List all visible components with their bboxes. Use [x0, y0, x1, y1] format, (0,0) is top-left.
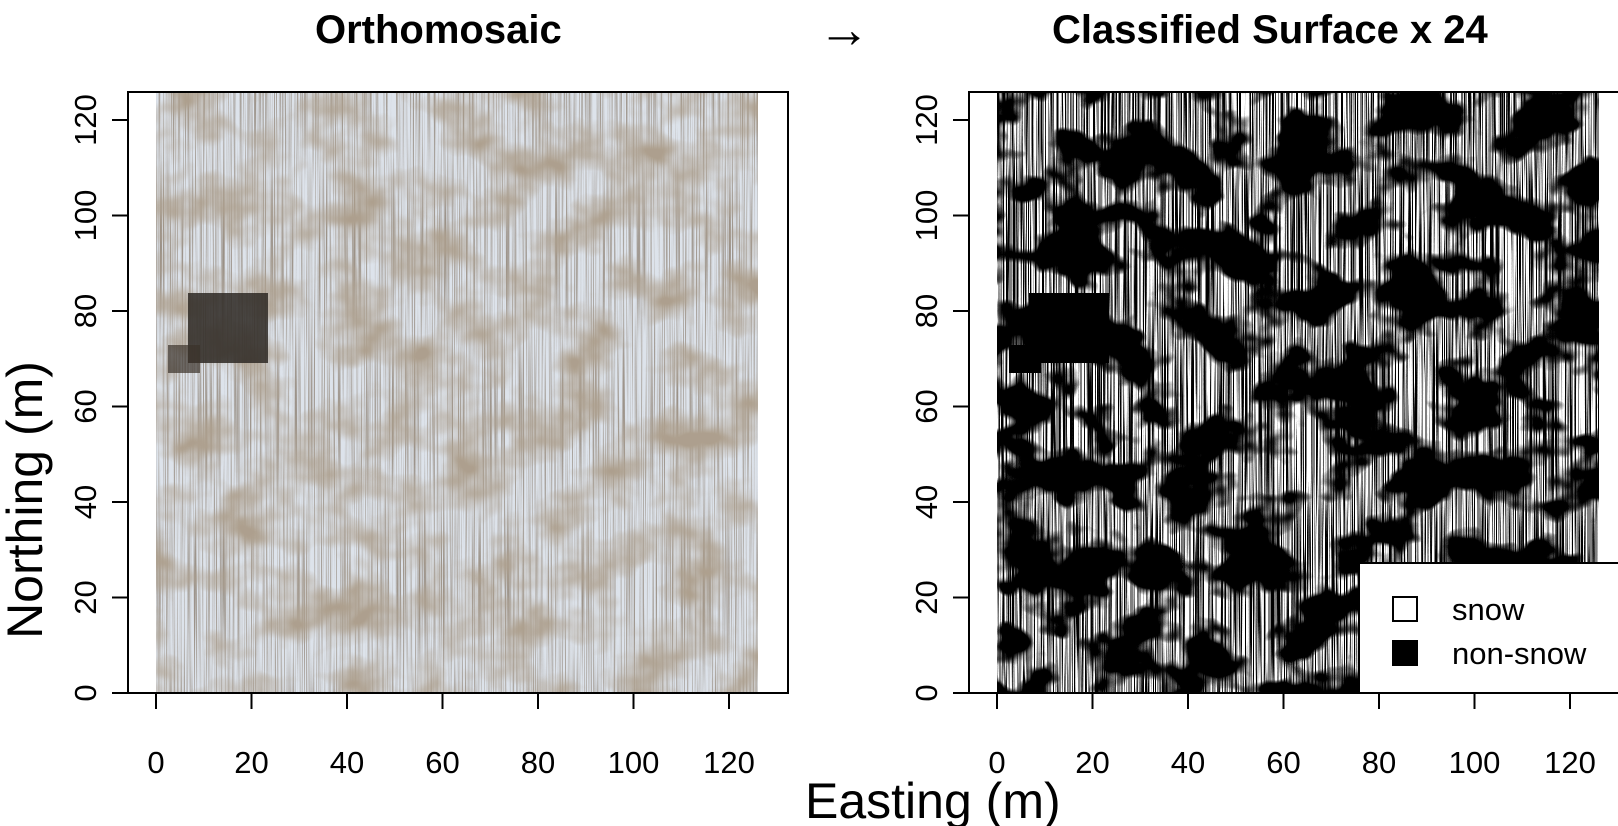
right-x-tick-label: 60	[1266, 745, 1300, 780]
legend: snow non-snow	[1358, 562, 1618, 694]
left-y-tick-label: 40	[68, 485, 103, 519]
left-x-tick-label: 60	[425, 745, 459, 780]
right-x-tick-label: 100	[1449, 745, 1501, 780]
right-y-tick-label: 0	[909, 684, 944, 701]
right-panel-title: Classified Surface x 24	[1052, 8, 1488, 52]
legend-box	[1358, 562, 1618, 694]
x-axis-label: Easting (m)	[805, 773, 1061, 826]
left-panel-title: Orthomosaic	[315, 8, 562, 52]
left-x-tick-label: 120	[703, 745, 755, 780]
legend-swatch-non-snow	[1392, 640, 1418, 666]
legend-swatch-snow	[1392, 596, 1418, 622]
left-y-tick-label: 80	[68, 294, 103, 328]
right-y-tick-label: 60	[909, 389, 944, 423]
right-y-tick-label: 120	[909, 94, 944, 146]
arrow-icon: →	[818, 1, 870, 59]
left-x-tick-label: 100	[608, 745, 660, 780]
right-x-tick-label: 120	[1544, 745, 1596, 780]
right-x-tick-label: 80	[1362, 745, 1396, 780]
left-y-tick-label: 60	[68, 389, 103, 423]
axes: 0 20 40 60 80 100 120 0 20 40 60 80 100 120 0 20 40 60 80 1…	[68, 94, 1596, 780]
left-y-tick-label: 0	[68, 684, 103, 701]
left-y-tick-label: 100	[68, 190, 103, 242]
left-x-tick-label: 20	[234, 745, 268, 780]
right-y-tick-label: 80	[909, 294, 944, 328]
legend-label-snow: snow	[1452, 592, 1525, 627]
left-x-tick-label: 40	[330, 745, 364, 780]
right-x-tick-label: 40	[1171, 745, 1205, 780]
left-x-tick-label: 80	[521, 745, 555, 780]
left-x-tick-label: 0	[147, 745, 164, 780]
left-y-tick-label: 20	[68, 580, 103, 614]
orthomosaic-image	[156, 92, 758, 693]
left-y-tick-label: 120	[68, 94, 103, 146]
classified-surface-image	[997, 92, 1599, 693]
right-y-tick-label: 40	[909, 485, 944, 519]
right-y-tick-label: 20	[909, 580, 944, 614]
legend-label-non-snow: non-snow	[1452, 636, 1587, 671]
right-y-tick-label: 100	[909, 190, 944, 242]
y-axis-label: Northing (m)	[0, 361, 53, 639]
right-x-tick-label: 0	[988, 745, 1005, 780]
right-x-tick-label: 20	[1075, 745, 1109, 780]
